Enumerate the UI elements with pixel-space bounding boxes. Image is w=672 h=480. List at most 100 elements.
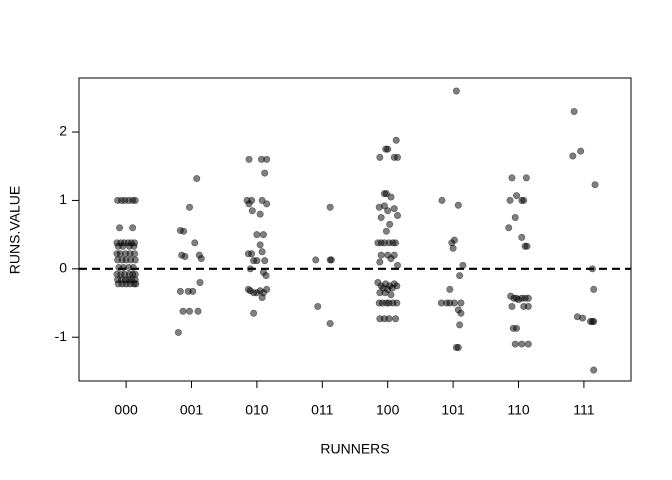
point — [522, 174, 530, 182]
point — [179, 307, 187, 315]
point — [508, 174, 516, 182]
point — [174, 328, 182, 336]
point — [591, 181, 599, 189]
point — [454, 201, 462, 209]
point — [176, 287, 184, 295]
point — [569, 152, 577, 160]
point — [197, 255, 205, 263]
point — [590, 366, 598, 374]
point — [116, 224, 124, 232]
point — [446, 285, 454, 293]
point — [261, 257, 269, 265]
point — [314, 302, 322, 310]
point — [191, 239, 199, 247]
point — [505, 224, 513, 232]
y-tick-label: 2 — [59, 123, 67, 139]
point — [393, 299, 401, 307]
point — [376, 153, 384, 161]
point — [377, 214, 385, 222]
point — [452, 87, 460, 95]
point — [245, 155, 253, 163]
x-tick-label: 110 — [507, 402, 530, 418]
point — [392, 136, 400, 144]
point — [459, 261, 467, 269]
x-tick-label: 001 — [180, 402, 204, 418]
point — [248, 207, 256, 215]
point — [450, 236, 458, 244]
point — [196, 279, 204, 287]
point — [520, 196, 528, 204]
point — [263, 200, 271, 208]
point — [518, 233, 526, 241]
point — [392, 315, 400, 323]
point — [256, 210, 264, 218]
point — [250, 309, 258, 317]
point — [119, 242, 127, 250]
x-tick-label: 101 — [441, 402, 465, 418]
point — [326, 320, 334, 328]
point — [326, 203, 334, 211]
point — [131, 250, 139, 258]
point — [131, 196, 139, 204]
point — [511, 340, 519, 348]
point — [511, 214, 519, 222]
point — [518, 340, 526, 348]
point — [382, 227, 390, 235]
point — [256, 241, 264, 249]
point — [258, 294, 266, 302]
point — [258, 248, 266, 256]
point — [438, 196, 446, 204]
point — [132, 280, 140, 288]
point — [193, 175, 201, 183]
point — [181, 253, 189, 261]
point — [590, 317, 598, 325]
point — [376, 258, 384, 266]
point — [387, 255, 395, 263]
point — [524, 294, 532, 302]
point — [506, 196, 514, 204]
point — [513, 192, 521, 200]
point — [327, 256, 335, 264]
point — [524, 340, 532, 348]
point — [186, 307, 194, 315]
point — [570, 108, 578, 116]
point — [248, 196, 256, 204]
point — [454, 343, 462, 351]
point — [393, 282, 401, 290]
point — [385, 315, 393, 323]
point — [579, 314, 587, 322]
point — [394, 153, 402, 161]
point — [261, 169, 269, 177]
point — [186, 203, 194, 211]
point — [456, 272, 464, 280]
y-tick-label: 1 — [59, 191, 67, 207]
y-tick-label: -1 — [55, 328, 68, 344]
point — [577, 147, 585, 155]
point — [384, 207, 392, 215]
point — [180, 227, 188, 235]
point — [129, 224, 137, 232]
x-tick-label: 010 — [245, 402, 269, 418]
y-tick-label: 0 — [59, 260, 67, 276]
point — [386, 220, 394, 228]
point — [450, 299, 458, 307]
point — [449, 244, 457, 252]
point — [189, 287, 197, 295]
point — [263, 285, 271, 293]
plot-frame — [78, 77, 632, 382]
point — [262, 272, 270, 280]
point — [394, 211, 402, 219]
point — [508, 302, 516, 310]
point — [253, 231, 261, 239]
point — [377, 251, 385, 259]
point — [513, 324, 521, 332]
point — [457, 309, 465, 317]
point — [387, 291, 395, 299]
point — [524, 302, 532, 310]
point — [394, 261, 402, 269]
point — [390, 205, 398, 213]
x-axis-label: RUNNERS — [320, 441, 389, 457]
point — [194, 307, 202, 315]
point — [259, 231, 267, 239]
